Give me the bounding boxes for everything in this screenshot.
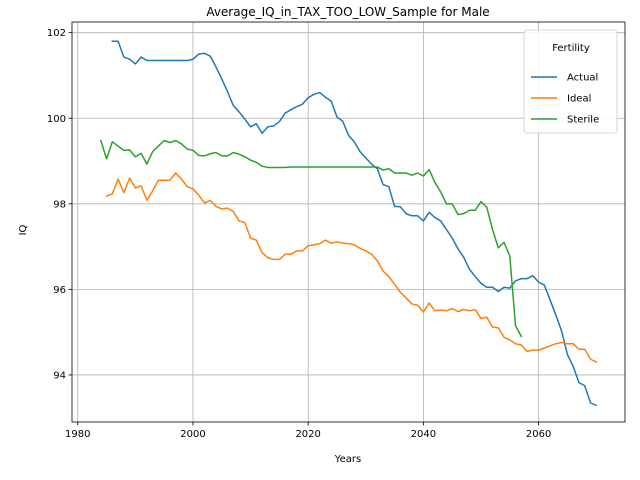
x-tick-label: 2060 (526, 429, 551, 440)
legend-title: Fertility (552, 43, 590, 54)
x-tick-label: 2000 (180, 429, 205, 440)
series-lines (99, 40, 598, 407)
legend-label-ideal: Ideal (567, 94, 591, 105)
legend: Fertility Actual Ideal Sterile (523, 29, 618, 134)
x-tick-label: 1980 (65, 429, 90, 440)
y-tick-label: 94 (53, 370, 66, 381)
ticks: 1980 2000 2020 2040 2060 94 96 98 100 102 (47, 28, 551, 440)
legend-box (523, 29, 618, 134)
legend-label-actual: Actual (567, 73, 598, 84)
chart-title: Average_IQ_in_TAX_TOO_LOW_Sample for Mal… (206, 5, 489, 19)
axes-frame (71, 21, 626, 423)
x-axis-title: Years (334, 454, 361, 465)
y-tick-label: 100 (47, 114, 66, 125)
legend-label-sterile: Sterile (567, 115, 599, 126)
y-tick-label: 96 (53, 285, 66, 296)
series-line-actual (111, 40, 598, 407)
y-tick-label: 98 (53, 199, 66, 210)
series-line-sterile (99, 139, 523, 338)
x-tick-label: 2020 (295, 429, 320, 440)
y-axis-title: IQ (18, 224, 29, 235)
series-line-ideal (105, 172, 598, 364)
x-tick-label: 2040 (411, 429, 436, 440)
legend-entries: Actual Ideal Sterile (531, 73, 599, 126)
y-tick-label: 102 (47, 28, 66, 39)
